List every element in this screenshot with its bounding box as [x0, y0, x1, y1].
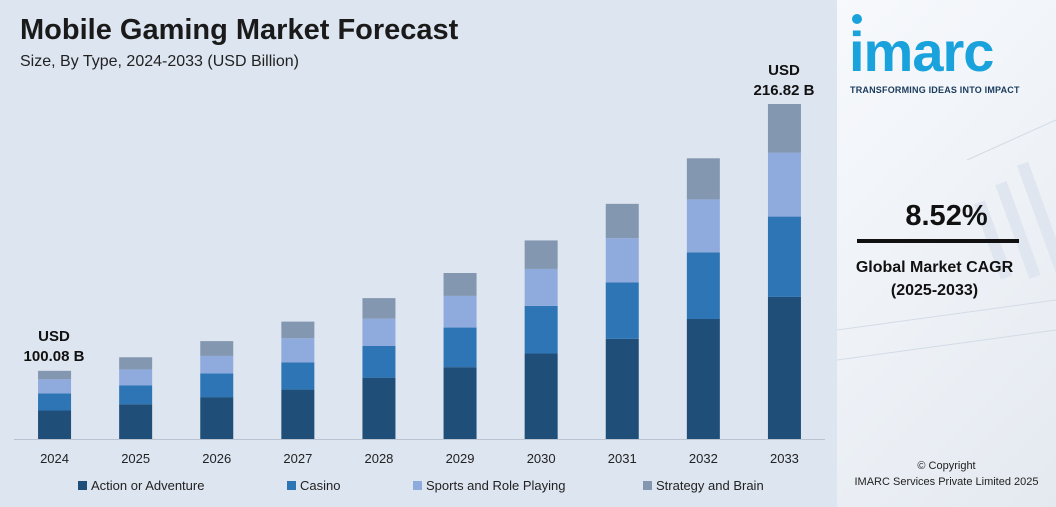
legend-item-casino: Casino: [287, 478, 340, 493]
cagr-value: 8.52%: [905, 200, 988, 232]
bar-2024-action-or-adventure: [38, 410, 72, 439]
bar-2030-strategy-and-brain: [524, 240, 558, 269]
bar-2026-strategy-and-brain: [200, 341, 234, 356]
legend-swatch: [413, 481, 422, 490]
logo-dot-icon: [852, 14, 862, 24]
chart-title: Mobile Gaming Market Forecast: [20, 14, 459, 46]
bar-2030-casino: [524, 305, 558, 354]
bar-2029-casino: [443, 327, 477, 368]
bar-2024-sports-and-role-playing: [38, 379, 72, 394]
x-tick-label: 2029: [446, 451, 475, 466]
bar-2029-strategy-and-brain: [443, 273, 477, 296]
cagr-divider: [857, 239, 1019, 243]
bar-2024-strategy-and-brain: [38, 370, 72, 380]
x-tick-label: 2033: [770, 451, 799, 466]
legend-swatch: [287, 481, 296, 490]
legend-item-sports-and-role-playing: Sports and Role Playing: [413, 478, 565, 493]
bar-2025-action-or-adventure: [119, 404, 153, 439]
brand-tagline: TRANSFORMING IDEAS INTO IMPACT: [850, 85, 1020, 95]
legend-item-strategy-and-brain: Strategy and Brain: [643, 478, 764, 493]
x-tick-label: 2028: [364, 451, 393, 466]
imarc-logo: imarc: [849, 20, 994, 83]
bar-2033-strategy-and-brain: [767, 104, 801, 153]
bar-2032-casino: [686, 252, 720, 320]
x-tick-label: 2031: [608, 451, 637, 466]
bar-2029-action-or-adventure: [443, 367, 477, 439]
total-label-2024-value: 100.08 B: [24, 348, 85, 365]
chart-legend: Action or Adventure Casino Sports and Role…: [0, 478, 837, 500]
bar-2027-action-or-adventure: [281, 389, 315, 439]
x-tick-label: 2026: [202, 451, 231, 466]
bar-2032-sports-and-role-playing: [686, 199, 720, 253]
bar-2026-action-or-adventure: [200, 397, 234, 439]
bar-2031-action-or-adventure: [605, 338, 639, 439]
copyright-line2: IMARC Services Private Limited 2025: [854, 476, 1039, 488]
bar-2027-casino: [281, 362, 315, 390]
bar-2025-casino: [119, 385, 153, 405]
bar-2032-strategy-and-brain: [686, 158, 720, 200]
legend-label: Strategy and Brain: [656, 478, 764, 493]
x-tick-label: 2027: [283, 451, 312, 466]
stacked-bar-chart: 2024 2025 2026 2027 2028 2029 2030 2031 2032 2033…: [14, 62, 825, 466]
bar-2028-strategy-and-brain: [362, 298, 396, 319]
bar-2033-sports-and-role-playing: [767, 152, 801, 217]
bar-2033-casino: [767, 216, 801, 297]
legend-swatch: [643, 481, 652, 490]
copyright-line1: © Copyright: [917, 460, 976, 472]
bar-2027-sports-and-role-playing: [281, 338, 315, 363]
cagr-label: Global Market CAGR (2025-2033): [837, 256, 1032, 302]
bar-2031-strategy-and-brain: [605, 203, 639, 239]
bar-2026-sports-and-role-playing: [200, 355, 234, 374]
bar-2030-sports-and-role-playing: [524, 268, 558, 306]
bar-2025-strategy-and-brain: [119, 357, 153, 370]
bar-2033-action-or-adventure: [767, 296, 801, 439]
total-label-2033-value: 216.82 B: [754, 82, 815, 99]
cagr-label-line2: (2025-2033): [890, 282, 979, 299]
legend-item-action-or-adventure: Action or Adventure: [78, 478, 204, 493]
bar-2027-strategy-and-brain: [281, 321, 315, 339]
legend-label: Sports and Role Playing: [426, 478, 566, 493]
x-tick-label: 2025: [121, 451, 150, 466]
legend-label: Casino: [300, 478, 341, 493]
bar-2026-casino: [200, 373, 234, 398]
side-panel: imarc TRANSFORMING IDEAS INTO IMPACT 8.5…: [837, 0, 1056, 507]
chart-subtitle: Size, By Type, 2024-2033 (USD Billion): [20, 53, 299, 70]
x-tick-label: 2024: [40, 451, 69, 466]
total-label-2024-currency: USD: [38, 328, 70, 345]
bar-2030-action-or-adventure: [524, 353, 558, 439]
bar-2031-casino: [605, 282, 639, 339]
bar-2031-sports-and-role-playing: [605, 238, 639, 283]
cagr-label-line1: Global Market CAGR: [855, 259, 1014, 276]
bar-2024-casino: [38, 393, 72, 411]
total-label-2033-currency: USD: [768, 62, 800, 79]
bar-2025-sports-and-role-playing: [119, 369, 153, 386]
bar-2028-casino: [362, 345, 396, 378]
x-tick-label: 2030: [527, 451, 556, 466]
copyright: © Copyright IMARC Services Private Limit…: [837, 458, 1056, 490]
legend-swatch: [78, 481, 87, 490]
bar-2032-action-or-adventure: [686, 319, 720, 439]
bar-2028-sports-and-role-playing: [362, 318, 396, 346]
legend-label: Action or Adventure: [91, 478, 205, 493]
chart-panel: Mobile Gaming Market Forecast Size, By T…: [0, 0, 837, 507]
bar-2028-action-or-adventure: [362, 377, 396, 439]
x-tick-label: 2032: [689, 451, 718, 466]
bar-2029-sports-and-role-playing: [443, 295, 477, 328]
